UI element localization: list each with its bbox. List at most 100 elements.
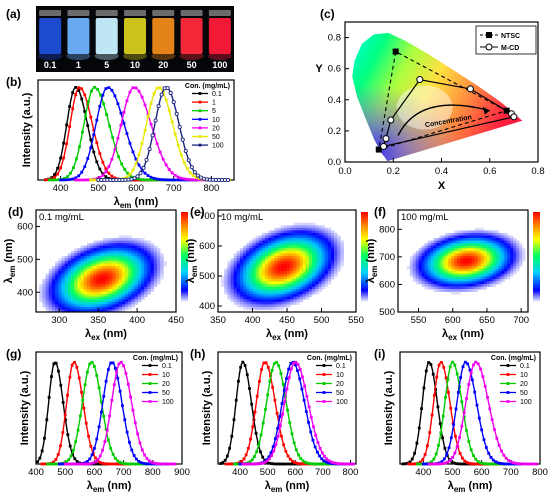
- data-point: [113, 148, 117, 152]
- heatmap-cell: [258, 291, 263, 295]
- heatmap-cell: [312, 268, 316, 272]
- data-point: [117, 362, 121, 366]
- heatmap-cell: [454, 263, 458, 267]
- data-point: [109, 446, 113, 450]
- data-point: [282, 389, 286, 392]
- heatmap-cell: [153, 258, 158, 262]
- heatmap-cell: [293, 283, 297, 287]
- data-point: [232, 418, 236, 422]
- heatmap-cell: [433, 271, 437, 275]
- heatmap-cell: [280, 250, 285, 254]
- data-point: [157, 462, 161, 466]
- heatmap-cell: [128, 291, 132, 295]
- heatmap-cell: [283, 266, 288, 270]
- heatmap-cell: [474, 276, 479, 280]
- heatmap-cell: [80, 306, 85, 310]
- heatmap-cell: [243, 253, 247, 257]
- heatmap-cell: [436, 286, 440, 290]
- heatmap-cell: [86, 248, 91, 252]
- heatmap-cell: [293, 238, 297, 241]
- data-point: [267, 457, 271, 461]
- heatmap-cell: [39, 299, 43, 303]
- heatmap-cell: [74, 258, 78, 262]
- series-line-100: [98, 86, 231, 181]
- heatmap-cell: [280, 268, 285, 272]
- heatmap-cell: [280, 266, 285, 270]
- heatmap-cell: [90, 271, 94, 275]
- x-tick-label: 0.0: [338, 166, 351, 177]
- data-point: [63, 413, 67, 417]
- data-point: [325, 457, 329, 461]
- heatmap-cell: [321, 278, 326, 282]
- data-point: [65, 142, 69, 146]
- heatmap-cell: [227, 266, 231, 270]
- heatmap-cell: [45, 304, 50, 308]
- legend-label-ntsc: NTSC: [501, 33, 520, 40]
- heatmap-cell: [274, 296, 278, 300]
- data-point: [81, 398, 85, 402]
- heatmap-cell: [255, 306, 260, 310]
- data-point: [128, 440, 131, 444]
- heatmap-cell: [477, 273, 482, 277]
- data-point: [351, 462, 355, 466]
- data-point: [143, 128, 147, 132]
- heatmap-cell: [271, 294, 275, 298]
- heatmap-cell: [492, 243, 496, 247]
- heatmap-cell: [474, 271, 479, 275]
- heatmap-cell: [312, 227, 316, 231]
- heatmap-cell: [274, 271, 278, 275]
- heatmap-cell: [249, 281, 253, 285]
- heatmap-cell: [99, 289, 104, 292]
- heatmap-cell: [77, 263, 81, 267]
- heatmap-cell: [302, 276, 307, 280]
- heatmap-cell: [305, 258, 310, 262]
- heatmap-cell: [67, 301, 72, 305]
- data-point: [292, 462, 296, 466]
- heatmap-cell: [296, 240, 300, 244]
- heatmap-cell: [480, 281, 485, 285]
- heatmap-cell: [451, 289, 455, 292]
- heatmap-cell: [99, 306, 104, 310]
- heatmap-cell: [67, 271, 72, 275]
- heatmap-cell: [55, 281, 59, 285]
- heatmap-cell: [51, 278, 56, 282]
- heatmap-cell: [290, 227, 294, 231]
- heatmap-cell: [504, 271, 508, 275]
- heatmap-cell: [274, 266, 278, 270]
- heatmap-cell: [121, 273, 126, 277]
- data-point: [147, 146, 152, 151]
- heatmap-cell: [430, 281, 434, 285]
- data-point: [266, 365, 270, 369]
- heatmap-cell: [99, 240, 104, 244]
- heatmap-cell: [324, 245, 329, 249]
- data-point: [150, 460, 154, 464]
- heatmap-cell: [144, 278, 148, 282]
- heatmap-cell: [305, 271, 310, 275]
- legend-marker: [198, 109, 202, 113]
- heatmap-cell: [131, 268, 136, 272]
- heatmap-cell: [299, 230, 304, 234]
- heatmap-cell: [510, 238, 514, 241]
- data-point: [300, 387, 304, 391]
- data-point: [276, 462, 280, 466]
- heatmap-cell: [99, 248, 104, 252]
- data-point: [159, 462, 163, 466]
- heatmap-cell: [246, 271, 250, 275]
- heatmap-cell: [277, 243, 282, 247]
- heatmap-cell: [451, 250, 455, 254]
- heatmap-cell: [121, 304, 126, 308]
- heatmap-cell: [430, 243, 434, 247]
- x-tick-label: 400: [232, 467, 248, 478]
- data-point: [488, 462, 492, 466]
- heatmap-cell: [315, 266, 319, 270]
- heatmap-cell: [134, 261, 139, 264]
- heatmap-cell: [439, 240, 443, 244]
- heatmap-cell: [409, 268, 414, 272]
- heatmap-cell: [498, 235, 502, 239]
- data-point: [110, 398, 114, 402]
- heatmap-cell: [74, 271, 78, 275]
- heatmap-cell: [224, 271, 228, 275]
- heatmap-cell: [261, 301, 266, 305]
- heatmap-cell: [77, 306, 81, 310]
- heatmap-cell: [421, 258, 425, 262]
